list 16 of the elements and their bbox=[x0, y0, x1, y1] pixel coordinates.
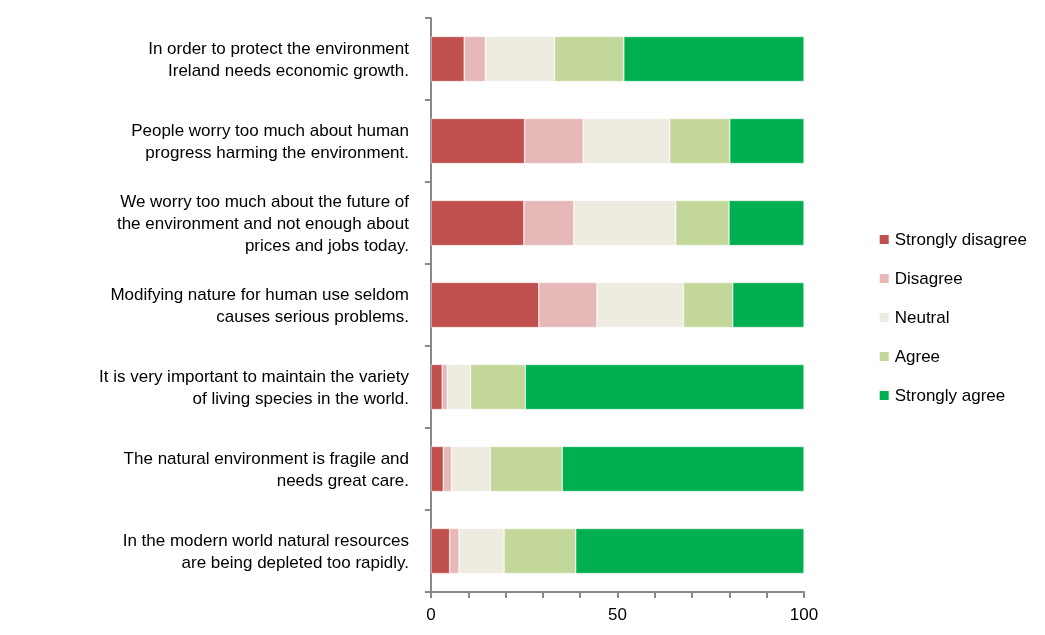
y-tick-label: People worry too much about human progress harming the environment. bbox=[131, 120, 409, 162]
y-tick-label: Modifying nature for human use seldom causes serious problems. bbox=[110, 284, 409, 326]
x-tick-label: 100 bbox=[789, 605, 819, 624]
y-tick-label: We worry too much about the future of the environment and not enough about prices and jobs today. bbox=[116, 191, 410, 255]
y-tick-label: It is very important to maintain the variety of living species in the world. bbox=[99, 366, 410, 408]
legend-label: Disagree bbox=[894, 269, 963, 288]
legend-label: Agree bbox=[894, 347, 941, 366]
y-tick-label: In the modern world natural resources are being depleted too rapidly. bbox=[122, 530, 409, 572]
y-tick-label: The natural environment is fragile and needs great care. bbox=[123, 448, 409, 490]
legend-label: Strongly agree bbox=[894, 386, 1006, 405]
x-tick-label: 50 bbox=[608, 605, 627, 624]
x-tick-label: 0 bbox=[426, 605, 436, 624]
y-tick-label: In order to protect the environment Ireland needs economic growth. bbox=[148, 38, 410, 80]
bar bbox=[431, 364, 443, 410]
legend-label: Neutral bbox=[894, 308, 950, 327]
legend-label: Strongly disagree bbox=[894, 230, 1028, 249]
